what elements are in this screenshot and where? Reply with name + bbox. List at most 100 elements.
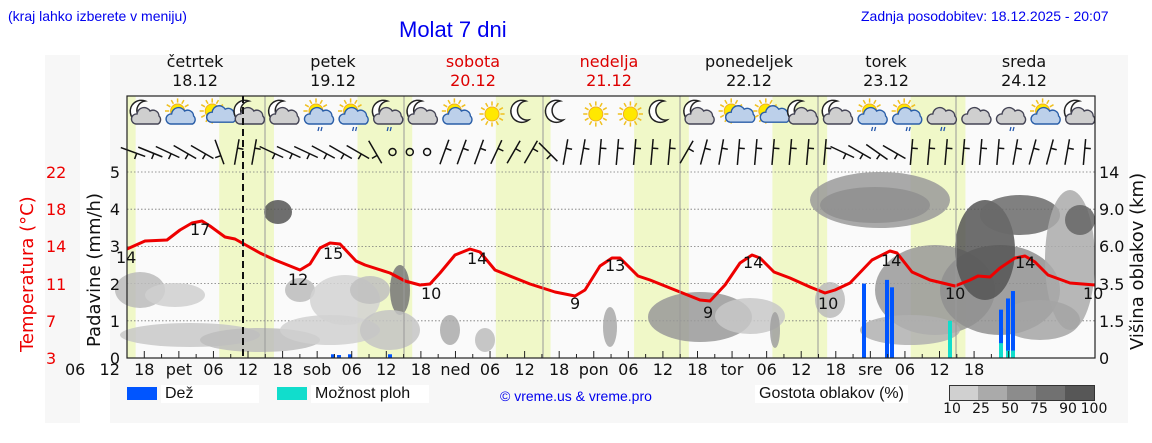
precipitation-bars	[331, 279, 1015, 358]
precip-axis-tick: 3	[109, 237, 120, 257]
x-axis-tick: ned	[440, 360, 471, 379]
x-axis-tick: 06	[341, 360, 362, 379]
cloud-rain-icon	[995, 106, 1027, 132]
cloud-density-tick: 25	[972, 401, 990, 417]
temperature-line	[126, 219, 1096, 303]
temperature-value-label: 14	[116, 248, 137, 267]
x-axis-tick: sre	[858, 360, 883, 379]
day-separators	[264, 96, 957, 358]
precip-axis-tick: 5	[109, 163, 120, 182]
day-date: 19.12	[310, 71, 356, 90]
x-axis-tick: 18	[410, 360, 432, 379]
cloud-icon	[961, 106, 992, 125]
cloud-density-tick: 90	[1059, 401, 1077, 417]
precipitation-axis-title: Padavine (mm/h)	[84, 193, 105, 347]
x-axis-tick: 12	[514, 360, 535, 379]
day-header: petek 19.12	[273, 52, 393, 90]
x-axis-tick: 12	[376, 360, 397, 379]
x-axis-tick: 18	[963, 360, 985, 379]
day-date: 24.12	[1001, 71, 1047, 90]
sun-cloud-rain-icon	[303, 98, 335, 132]
last-update: Zadnja posodobitev: 18.12.2025 - 20:07	[861, 8, 1109, 24]
day-header: sobota 20.12	[413, 52, 533, 90]
day-name: nedelja	[579, 52, 639, 71]
cloud-density-tick: 100	[1080, 401, 1108, 417]
temperature-value-label: 9	[703, 303, 714, 322]
x-axis-tick: 12	[99, 360, 120, 379]
copyright-link[interactable]: © vreme.us & vreme.pro	[500, 388, 652, 404]
cloud-density-swatch	[1007, 385, 1036, 401]
sun-cloud-rain-icon	[338, 98, 369, 132]
x-axis-tick: 06	[756, 360, 777, 379]
temperature-value-label: 15	[323, 244, 344, 263]
sun-small-cloud-icon	[753, 98, 791, 124]
sun-small-cloud-icon	[718, 98, 756, 124]
moon-icon	[544, 99, 566, 124]
temperature-value-label: 14	[1015, 253, 1036, 272]
day-name: ponedeljek	[705, 52, 793, 71]
day-header: torek 23.12	[826, 52, 946, 90]
x-axis-tick: 06	[479, 360, 501, 379]
cloud-height-axis-title: Višina oblakov (km)	[1127, 172, 1148, 350]
cloud-height-axis-tick: 3.5	[1099, 274, 1125, 294]
x-axis-tick: pon	[578, 360, 609, 379]
cloud-rain-icon	[926, 106, 958, 132]
day-name: torek	[865, 52, 907, 71]
precip-axis-tick: 0	[109, 349, 120, 368]
x-axis-tick: sob	[303, 360, 332, 379]
day-name: petek	[310, 52, 356, 71]
x-axis-tick: 12	[237, 360, 259, 379]
cloud-height-axis-tick: 0	[1099, 349, 1110, 368]
temperature-value-label: 14	[467, 249, 488, 268]
x-axis-tick: 06	[894, 360, 916, 379]
day-date: 23.12	[863, 71, 909, 90]
moon-cloud-icon	[683, 99, 715, 125]
x-axis-tick: tor	[720, 360, 744, 379]
moon-cloud-icon	[1063, 99, 1096, 125]
x-axis-tick: 18	[825, 360, 846, 379]
sun-icon	[617, 101, 643, 127]
sun-cloud-icon	[441, 98, 473, 125]
day-header: nedelja 21.12	[549, 52, 669, 90]
precip-axis-tick: 1	[109, 311, 120, 331]
cloud-density-tick: 75	[1030, 401, 1048, 417]
x-axis-tick: 06	[64, 360, 86, 379]
temp-axis-tick: 7	[46, 311, 57, 331]
moon-cloud-rain-icon	[371, 99, 404, 132]
temp-axis-tick: 18	[46, 200, 67, 220]
day-date: 21.12	[586, 71, 632, 90]
temperature-value-label: 14	[881, 251, 902, 270]
temperature-axis-panel	[45, 55, 80, 423]
temperature-value-label: 13	[605, 256, 626, 275]
x-axis-tick: 18	[549, 360, 570, 379]
sun-icon	[583, 101, 609, 127]
sun-cloud-rain-icon	[857, 98, 888, 132]
cloud-height-axis-tick: 1.5	[1099, 311, 1125, 331]
cloud-density-swatch	[1065, 385, 1095, 401]
day-header: ponedeljek 22.12	[689, 52, 809, 90]
precip-axis-tick: 4	[109, 200, 120, 220]
day-header: sreda 24.12	[964, 52, 1084, 90]
day-name: četrtek	[166, 52, 224, 71]
moon-icon	[510, 99, 532, 124]
day-date: 22.12	[726, 71, 772, 90]
temperature-value-label: 17	[190, 220, 211, 239]
day-name: sobota	[445, 52, 501, 71]
cloud-density-areas	[115, 172, 1095, 352]
x-axis-tick: 06	[203, 360, 224, 379]
moon-cloud-icon	[129, 99, 162, 125]
day-header: četrtek 18.12	[135, 52, 255, 90]
sun-cloud-icon	[1030, 98, 1061, 125]
cloud-density-swatch	[978, 385, 1007, 401]
temperature-value-label: 10	[818, 294, 839, 313]
temperature-value-label: 10	[945, 284, 966, 303]
location-menu-hint[interactable]: (kraj lahko izberete v meniju)	[8, 8, 187, 24]
x-axis-tick: 18	[134, 360, 155, 379]
x-tick-marks	[143, 351, 1010, 358]
x-axis-tick: pet	[165, 360, 192, 379]
sun-small-cloud-icon	[199, 98, 237, 124]
wind-barbs-row	[120, 138, 1091, 166]
sun-icon	[479, 101, 505, 127]
x-axis-tick: 12	[791, 360, 812, 379]
temperature-value-label: 9	[570, 294, 581, 313]
